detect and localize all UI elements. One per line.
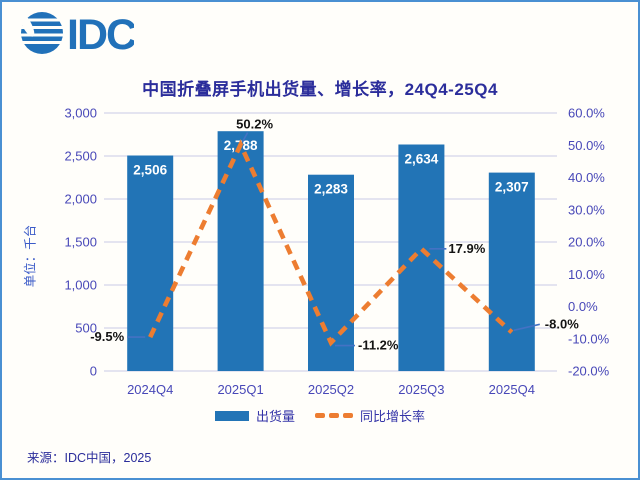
left-axis-title: 单位：千台 <box>23 224 38 288</box>
x-axis-label: 2024Q4 <box>127 382 173 397</box>
dashed-line-swatch-icon <box>315 413 353 418</box>
bar <box>488 172 535 371</box>
globe-icon <box>19 12 65 54</box>
right-axis-tick-label: -20.0% <box>568 364 610 379</box>
right-axis-tick-label: 30.0% <box>568 202 605 217</box>
right-axis-tick-label: -10.0% <box>568 331 610 346</box>
legend-item-growth: 同比增长率 <box>315 406 425 425</box>
legend-item-shipments: 出货量 <box>214 406 295 425</box>
left-axis-tick-label: 1,000 <box>64 278 97 293</box>
chart-title: 中国折叠屏手机出货量、增长率，24Q4-25Q4 <box>142 80 498 99</box>
x-axis-label: 2025Q2 <box>308 382 354 397</box>
bar <box>127 155 174 371</box>
right-axis-tick-label: 60.0% <box>568 106 605 121</box>
label-leader-line <box>513 323 540 332</box>
chart-legend: 出货量 同比增长率 <box>0 406 640 425</box>
bar-value-label: 2,634 <box>405 152 439 167</box>
growth-value-label: -8.0% <box>545 316 579 331</box>
source-note: 来源：IDC中国，2025 <box>27 451 152 465</box>
bar <box>398 144 445 371</box>
growth-value-label: -11.2% <box>358 338 399 353</box>
bar-value-label: 2,283 <box>314 182 348 197</box>
idc-logo: IDC <box>19 11 134 58</box>
bar-swatch-icon <box>214 410 249 421</box>
left-axis-tick-label: 500 <box>75 321 97 336</box>
right-axis-tick-label: 20.0% <box>568 235 605 250</box>
x-axis-label: 2025Q3 <box>398 382 444 397</box>
legend-label-growth: 同比增长率 <box>360 409 426 424</box>
right-axis-tick-label: 10.0% <box>568 267 605 282</box>
left-axis-tick-label: 3,000 <box>64 106 97 121</box>
left-axis-tick-label: 2,000 <box>64 192 97 207</box>
right-axis-tick-label: 50.0% <box>568 138 605 153</box>
growth-value-label: 17.9% <box>448 241 485 256</box>
logo-text: IDC <box>67 11 134 58</box>
left-axis-tick-label: 1,500 <box>64 235 97 250</box>
left-axis-tick-label: 2,500 <box>64 149 97 164</box>
bar <box>217 131 264 371</box>
growth-value-label: 50.2% <box>236 117 273 132</box>
growth-value-label: -9.5% <box>90 329 124 344</box>
bar-value-label: 2,506 <box>133 163 167 178</box>
label-leader-line <box>241 132 249 142</box>
x-axis-label: 2025Q4 <box>489 382 535 397</box>
right-axis-tick-label: 40.0% <box>568 170 605 185</box>
x-axis-label: 2025Q1 <box>217 382 263 397</box>
growth-line <box>148 139 514 347</box>
left-axis-tick-label: 0 <box>90 364 97 379</box>
legend-label-shipments: 出货量 <box>255 409 295 424</box>
bar-value-label: 2,307 <box>495 180 529 195</box>
right-axis-tick-label: 0.0% <box>568 299 598 314</box>
